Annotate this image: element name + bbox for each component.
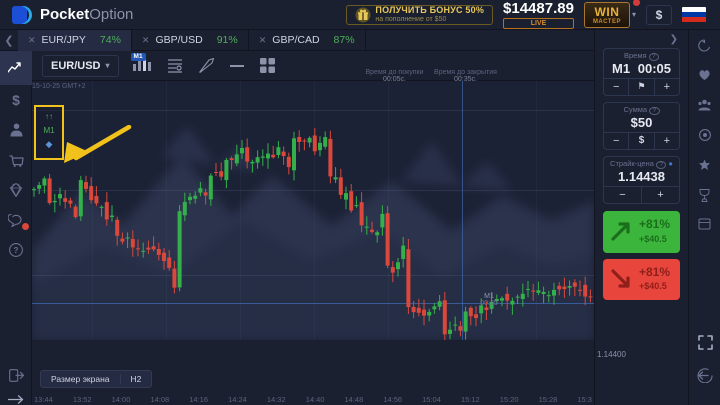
svg-text:?: ? xyxy=(14,246,19,255)
